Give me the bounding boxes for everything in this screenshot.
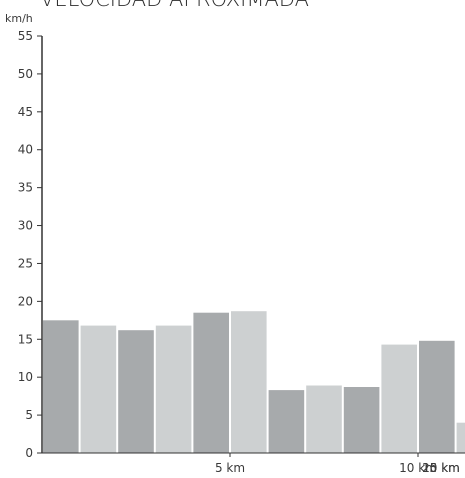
x-tick-label-10: 10 km [399,461,437,475]
y-tick-label-35: 35 [18,181,33,195]
chart-title: VELOCIDAD APROXIMADA [40,0,309,11]
y-tick-label-10: 10 [18,370,33,384]
bar-8 [306,385,342,453]
x-tick-label-15: 15 km [422,461,460,475]
y-tick-label-40: 40 [18,143,33,157]
y-tick-label-55: 55 [18,29,33,43]
x-tick-label-20: 20 km [422,461,460,475]
y-tick-label-25: 25 [18,256,33,270]
y-axis-unit-label: km/h [5,12,33,25]
bar-11 [419,340,455,453]
bar-4 [155,325,192,453]
bar-5 [193,312,229,453]
y-tick-label-15: 15 [18,332,33,346]
bars-group [43,311,465,453]
bar-2 [80,325,117,453]
bar-10 [381,344,417,453]
x-tick-label-5: 5 km [215,461,245,475]
bar-1 [43,320,79,453]
bar-7 [268,390,305,453]
bar-6 [231,311,267,453]
y-tick-label-5: 5 [25,408,33,422]
y-tick-label-0: 0 [25,446,33,460]
y-axis-ticks: 0 5 10 15 20 25 30 35 40 45 50 55 [18,29,42,460]
bar-3 [118,330,154,453]
y-tick-label-20: 20 [18,294,33,308]
bar-12 [456,422,465,453]
y-tick-label-45: 45 [18,105,33,119]
y-tick-label-30: 30 [18,219,33,233]
y-tick-label-50: 50 [18,67,33,81]
bar-9 [343,387,380,453]
